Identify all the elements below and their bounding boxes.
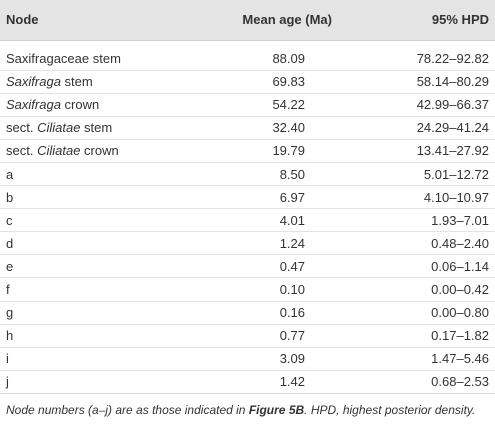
- node-label-suffix: crown: [60, 97, 100, 113]
- cell-node: f: [0, 277, 190, 302]
- table-row: b 6.97 4.10–10.97: [0, 185, 495, 210]
- table-row: g 0.16 0.00–0.80: [0, 301, 495, 325]
- cell-mean-age: 54.22: [190, 93, 345, 117]
- node-label-italic: Ciliatae: [37, 120, 81, 136]
- node-label-main: b: [6, 189, 14, 205]
- cell-hpd: 1.47–5.46: [345, 347, 495, 371]
- cell-node: d: [0, 231, 190, 256]
- cell-hpd: 0.00–0.42: [345, 277, 495, 302]
- cell-mean-age: 3.09: [190, 347, 345, 371]
- node-label-italic: Saxifraga: [6, 74, 61, 90]
- cell-node: Saxifraga crown: [0, 93, 190, 117]
- table-row: h 0.77 0.17–1.82: [0, 324, 495, 348]
- cell-hpd: 0.68–2.53: [345, 370, 495, 394]
- node-label-prefix: sect.: [6, 143, 38, 159]
- node-label-main: h: [6, 328, 14, 344]
- node-label-italic: Saxifraga: [6, 97, 61, 113]
- cell-mean-age: 69.83: [190, 70, 345, 94]
- table-row: d 1.24 0.48–2.40: [0, 231, 495, 256]
- node-label-main: g: [6, 305, 14, 321]
- table-row: e 0.47 0.06–1.14: [0, 254, 495, 279]
- cell-hpd: 0.00–0.80: [345, 301, 495, 325]
- header-node: Node: [0, 0, 190, 41]
- cell-mean-age: 8.50: [190, 162, 345, 187]
- cell-mean-age: 0.10: [190, 277, 345, 302]
- cell-hpd: 5.01–12.72: [345, 162, 495, 187]
- cell-hpd: 0.17–1.82: [345, 324, 495, 348]
- node-label-prefix: sect.: [6, 120, 38, 136]
- cell-hpd: 0.06–1.14: [345, 254, 495, 279]
- footnote-text-end: . HPD, highest posterior density.: [304, 403, 476, 417]
- node-label-main: Saxifragaceae: [6, 50, 90, 66]
- cell-node: sect. Ciliatae stem: [0, 116, 190, 140]
- cell-node: Saxifraga stem: [0, 70, 190, 94]
- cell-hpd: 42.99–66.37: [345, 93, 495, 117]
- table-row: a 8.50 5.01–12.72: [0, 162, 495, 187]
- table-row: Saxifraga stem 69.83 58.14–80.29: [0, 70, 495, 94]
- spacer-cell: [0, 40, 495, 47]
- node-label-main: i: [6, 351, 9, 367]
- cell-mean-age: 88.09: [190, 47, 345, 71]
- table-row: sect. Ciliatae crown 19.79 13.41–27.92: [0, 139, 495, 163]
- node-label-suffix: stem: [60, 74, 93, 90]
- header-hpd: 95% HPD: [345, 0, 495, 41]
- cell-hpd: 1.93–7.01: [345, 208, 495, 233]
- cell-mean-age: 4.01: [190, 208, 345, 233]
- cell-mean-age: 32.40: [190, 116, 345, 140]
- cell-hpd: 24.29–41.24: [345, 116, 495, 140]
- node-label-suffix: stem: [89, 50, 121, 66]
- table-row: f 0.10 0.00–0.42: [0, 277, 495, 302]
- cell-mean-age: 1.24: [190, 231, 345, 256]
- cell-node: b: [0, 185, 190, 210]
- table-body: Saxifragaceae stem 88.09 78.22–92.82 Saxifr…: [0, 40, 495, 394]
- footnote-figure-ref: Figure 5B: [248, 403, 305, 417]
- node-label-suffix: stem: [80, 120, 113, 136]
- cell-mean-age: 0.77: [190, 324, 345, 348]
- cell-hpd: 13.41–27.92: [345, 139, 495, 163]
- node-label-main: a: [6, 166, 14, 182]
- cell-mean-age: 19.79: [190, 139, 345, 163]
- node-label-main: c: [6, 212, 13, 228]
- header-row: Node Mean age (Ma) 95% HPD: [0, 0, 495, 41]
- cell-mean-age: 0.16: [190, 301, 345, 325]
- cell-hpd: 78.22–92.82: [345, 47, 495, 71]
- cell-node: g: [0, 301, 190, 325]
- node-label-main: j: [6, 374, 9, 390]
- header-spacer: [0, 40, 495, 47]
- cell-mean-age: 0.47: [190, 254, 345, 279]
- table-row: Saxifragaceae stem 88.09 78.22–92.82: [0, 47, 495, 71]
- table-row: j 1.42 0.68–2.53: [0, 370, 495, 394]
- cell-node: a: [0, 162, 190, 187]
- cell-hpd: 4.10–10.97: [345, 185, 495, 210]
- cell-node: h: [0, 324, 190, 348]
- table-row: sect. Ciliatae stem 32.40 24.29–41.24: [0, 116, 495, 140]
- cell-node: e: [0, 254, 190, 279]
- footnote-text: Node numbers (a–j) are as those indicate…: [6, 403, 249, 417]
- node-label-italic: Ciliatae: [37, 143, 81, 159]
- cell-hpd: 0.48–2.40: [345, 231, 495, 256]
- table-header: Node Mean age (Ma) 95% HPD: [0, 0, 495, 41]
- table-row: i 3.09 1.47–5.46: [0, 347, 495, 371]
- header-mean-age: Mean age (Ma): [190, 0, 345, 41]
- cell-node: c: [0, 208, 190, 233]
- cell-node: j: [0, 370, 190, 394]
- table-row: Saxifraga crown 54.22 42.99–66.37: [0, 93, 495, 117]
- cell-node: sect. Ciliatae crown: [0, 139, 190, 163]
- cell-mean-age: 6.97: [190, 185, 345, 210]
- table-row: c 4.01 1.93–7.01: [0, 208, 495, 233]
- node-label-main: e: [6, 258, 14, 274]
- cell-hpd: 58.14–80.29: [345, 70, 495, 94]
- data-table-container: Node Mean age (Ma) 95% HPD Saxifragaceae…: [0, 0, 495, 394]
- cell-mean-age: 1.42: [190, 370, 345, 394]
- cell-node: Saxifragaceae stem: [0, 47, 190, 71]
- node-label-main: d: [6, 235, 14, 251]
- node-age-table: Node Mean age (Ma) 95% HPD Saxifragaceae…: [0, 0, 495, 394]
- node-label-suffix: crown: [80, 143, 119, 159]
- table-footnote: Node numbers (a–j) are as those indicate…: [6, 403, 491, 417]
- cell-node: i: [0, 347, 190, 371]
- node-label-main: f: [6, 281, 10, 297]
